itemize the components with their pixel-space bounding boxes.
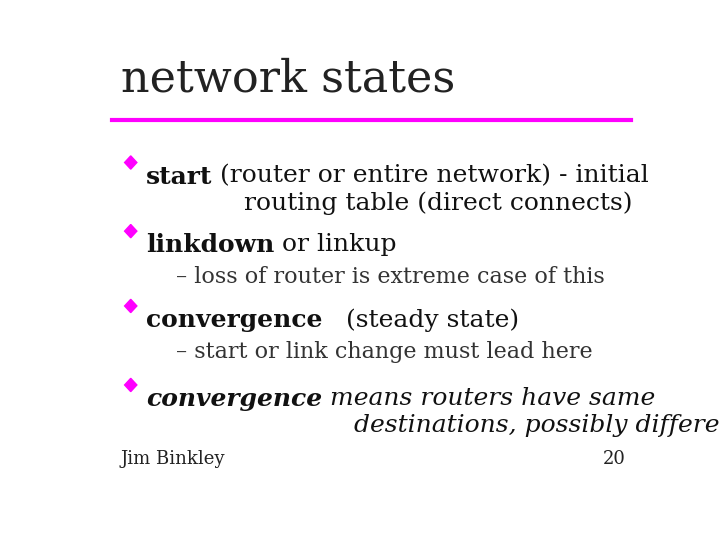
Text: start: start bbox=[145, 165, 212, 188]
Polygon shape bbox=[125, 156, 137, 169]
Text: linkdown: linkdown bbox=[145, 233, 274, 257]
Text: Jim Binkley: Jim Binkley bbox=[121, 450, 225, 468]
Polygon shape bbox=[125, 299, 137, 313]
Text: or linkup: or linkup bbox=[274, 233, 397, 256]
Text: – start or link change must lead here: – start or link change must lead here bbox=[176, 341, 593, 363]
Text: convergence: convergence bbox=[145, 308, 323, 332]
Text: convergence: convergence bbox=[145, 387, 322, 411]
Text: (steady state): (steady state) bbox=[323, 308, 519, 332]
Text: – loss of router is extreme case of this: – loss of router is extreme case of this bbox=[176, 266, 606, 288]
Polygon shape bbox=[125, 379, 137, 392]
Text: network states: network states bbox=[121, 57, 455, 100]
Polygon shape bbox=[125, 225, 137, 238]
Text: (router or entire network) - initial
    routing table (direct connects): (router or entire network) - initial rou… bbox=[212, 165, 649, 215]
Text: 20: 20 bbox=[603, 450, 626, 468]
Text: means routers have same
    destinations, possibly different metrics: means routers have same destinations, po… bbox=[322, 387, 720, 437]
